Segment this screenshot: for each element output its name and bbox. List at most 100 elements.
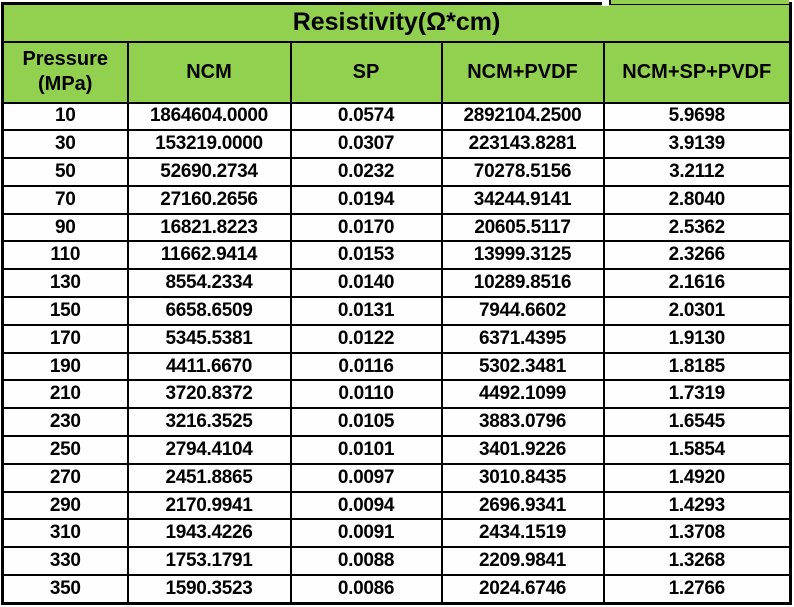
column-header-ncm: NCM [126, 40, 292, 104]
ncm-sp-pvdf-cell: 2.5362 [602, 212, 792, 243]
ncm-sp-pvdf-cell: 2.0301 [602, 296, 792, 326]
ncm-sp-pvdf-cell: 1.4293 [602, 490, 792, 521]
ncm-pvdf-cell: 13999.3125 [440, 240, 605, 271]
ncm-pvdf-cell: 6371.4395 [440, 323, 605, 354]
ncm-sp-pvdf-cell: 1.5854 [602, 435, 792, 465]
pressure-cell: 290 [1, 490, 129, 521]
table-row: 150 6658.6509 0.0131 7944.6602 2.0301 [1, 296, 792, 326]
table-row: 190 4411.6670 0.0116 5302.3481 1.8185 [1, 351, 792, 382]
pressure-cell: 70 [1, 184, 129, 215]
sp-cell: 0.0086 [289, 574, 443, 605]
ncm-cell: 16821.8223 [126, 212, 292, 243]
ncm-sp-pvdf-cell: 3.9139 [602, 129, 792, 160]
pressure-cell: 30 [1, 129, 129, 160]
table-row: 230 3216.3525 0.0105 3883.0796 1.6545 [1, 407, 792, 438]
ncm-sp-pvdf-cell: 3.2112 [602, 157, 792, 187]
table-row: 350 1590.3523 0.0086 2024.6746 1.2766 [1, 574, 792, 605]
table-title: Resistivity(Ω*cm) [1, 2, 792, 43]
ncm-cell: 3216.3525 [126, 407, 292, 438]
table-row: 170 5345.5381 0.0122 6371.4395 1.9130 [1, 323, 792, 354]
pressure-cell: 170 [1, 323, 129, 354]
ncm-cell: 4411.6670 [126, 351, 292, 382]
pressure-cell: 10 [1, 101, 129, 132]
ncm-pvdf-cell: 2209.9841 [440, 546, 605, 577]
pressure-cell: 50 [1, 157, 129, 187]
ncm-cell: 153219.0000 [126, 129, 292, 160]
pressure-cell: 310 [1, 518, 129, 549]
ncm-cell: 8554.2334 [126, 268, 292, 299]
ncm-pvdf-cell: 5302.3481 [440, 351, 605, 382]
ncm-sp-pvdf-cell: 1.3268 [602, 546, 792, 577]
sp-cell: 0.0097 [289, 462, 443, 493]
ncm-pvdf-cell: 223143.8281 [440, 129, 605, 160]
ncm-pvdf-cell: 2024.6746 [440, 574, 605, 605]
table-row: 130 8554.2334 0.0140 10289.8516 2.1616 [1, 268, 792, 299]
ncm-pvdf-cell: 2892104.2500 [440, 101, 605, 132]
ncm-sp-pvdf-cell: 2.3266 [602, 240, 792, 271]
ncm-pvdf-cell: 4492.1099 [440, 379, 605, 410]
sp-cell: 0.0088 [289, 546, 443, 577]
ncm-cell: 1864604.0000 [126, 101, 292, 132]
pressure-cell: 250 [1, 435, 129, 465]
ncm-pvdf-cell: 10289.8516 [440, 268, 605, 299]
ncm-cell: 52690.2734 [126, 157, 292, 187]
table-row: 250 2794.4104 0.0101 3401.9226 1.5854 [1, 435, 792, 465]
top-crop-green-strip [611, 0, 789, 4]
sp-cell: 0.0110 [289, 379, 443, 410]
pressure-cell: 230 [1, 407, 129, 438]
table-row: 330 1753.1791 0.0088 2209.9841 1.3268 [1, 546, 792, 577]
ncm-cell: 11662.9414 [126, 240, 292, 271]
ncm-cell: 2170.9941 [126, 490, 292, 521]
ncm-pvdf-cell: 2434.1519 [440, 518, 605, 549]
table-title-row: Resistivity(Ω*cm) [1, 2, 792, 43]
sp-cell: 0.0091 [289, 518, 443, 549]
sp-cell: 0.0232 [289, 157, 443, 187]
sp-cell: 0.0307 [289, 129, 443, 160]
ncm-cell: 1943.4226 [126, 518, 292, 549]
ncm-sp-pvdf-cell: 1.7319 [602, 379, 792, 410]
top-gridline-tick [609, 0, 611, 5]
table-row: 30 153219.0000 0.0307 223143.8281 3.9139 [1, 129, 792, 160]
table-row: 310 1943.4226 0.0091 2434.1519 1.3708 [1, 518, 792, 549]
ncm-sp-pvdf-cell: 1.2766 [602, 574, 792, 605]
sp-cell: 0.0153 [289, 240, 443, 271]
sp-cell: 0.0140 [289, 268, 443, 299]
sp-cell: 0.0194 [289, 184, 443, 215]
sp-cell: 0.0116 [289, 351, 443, 382]
ncm-pvdf-cell: 7944.6602 [440, 296, 605, 326]
ncm-cell: 1590.3523 [126, 574, 292, 605]
sp-cell: 0.0122 [289, 323, 443, 354]
ncm-sp-pvdf-cell: 1.4920 [602, 462, 792, 493]
ncm-pvdf-cell: 2696.9341 [440, 490, 605, 521]
ncm-pvdf-cell: 3883.0796 [440, 407, 605, 438]
ncm-sp-pvdf-cell: 1.9130 [602, 323, 792, 354]
ncm-pvdf-cell: 70278.5156 [440, 157, 605, 187]
ncm-sp-pvdf-cell: 1.6545 [602, 407, 792, 438]
ncm-sp-pvdf-cell: 1.8185 [602, 351, 792, 382]
column-header-ncm-pvdf: NCM+PVDF [440, 40, 605, 104]
pressure-cell: 270 [1, 462, 129, 493]
table-row: 290 2170.9941 0.0094 2696.9341 1.4293 [1, 490, 792, 521]
table-row: 10 1864604.0000 0.0574 2892104.2500 5.9698 [1, 101, 792, 132]
ncm-sp-pvdf-cell: 1.3708 [602, 518, 792, 549]
ncm-pvdf-cell: 3010.8435 [440, 462, 605, 493]
top-gridline-notch [602, 0, 609, 6]
ncm-cell: 6658.6509 [126, 296, 292, 326]
column-header-ncm-sp-pvdf: NCM+SP+PVDF [602, 40, 792, 104]
pressure-cell: 110 [1, 240, 129, 271]
table-row: 270 2451.8865 0.0097 3010.8435 1.4920 [1, 462, 792, 493]
pressure-cell: 90 [1, 212, 129, 243]
ncm-pvdf-cell: 3401.9226 [440, 435, 605, 465]
table-row: 70 27160.2656 0.0194 34244.9141 2.8040 [1, 184, 792, 215]
ncm-sp-pvdf-cell: 2.8040 [602, 184, 792, 215]
ncm-cell: 2794.4104 [126, 435, 292, 465]
sp-cell: 0.0101 [289, 435, 443, 465]
ncm-cell: 2451.8865 [126, 462, 292, 493]
pressure-cell: 190 [1, 351, 129, 382]
sp-cell: 0.0105 [289, 407, 443, 438]
column-header-pressure: Pressure (MPa) [1, 40, 129, 104]
pressure-cell: 210 [1, 379, 129, 410]
ncm-cell: 5345.5381 [126, 323, 292, 354]
pressure-cell: 350 [1, 574, 129, 605]
table-header-row: Pressure (MPa) NCM SP NCM+PVDF NCM+SP+PV… [1, 40, 792, 104]
